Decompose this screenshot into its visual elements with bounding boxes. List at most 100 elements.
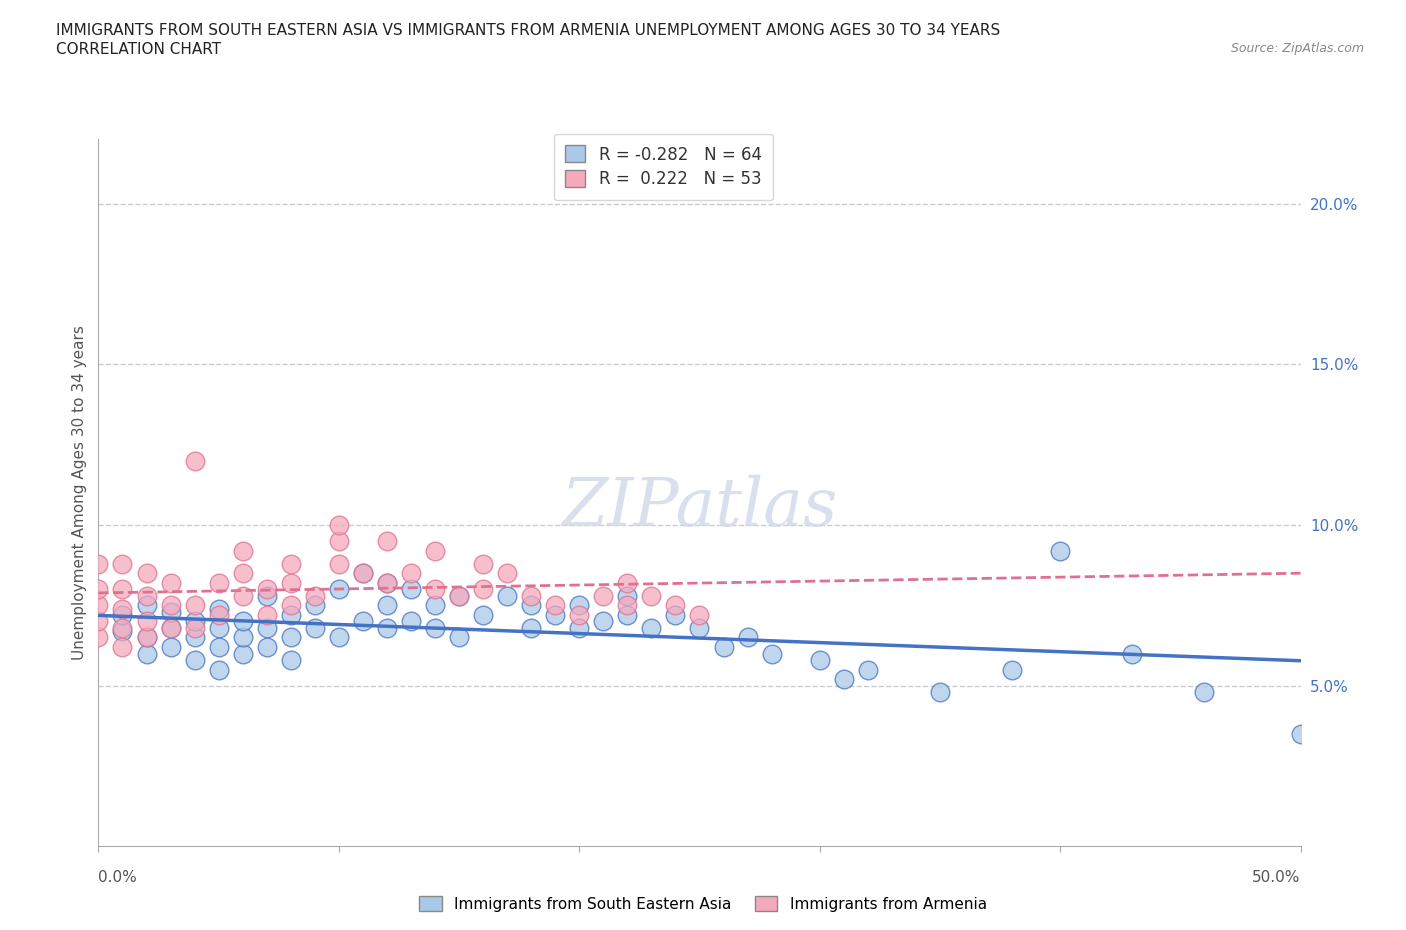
- Point: [135, 589, 157, 604]
- Point: [232, 646, 254, 661]
- Point: [1289, 726, 1312, 741]
- Point: [520, 589, 543, 604]
- Legend: Immigrants from South Eastern Asia, Immigrants from Armenia: Immigrants from South Eastern Asia, Immi…: [413, 889, 993, 918]
- Text: Source: ZipAtlas.com: Source: ZipAtlas.com: [1230, 42, 1364, 55]
- Point: [159, 604, 181, 619]
- Text: 0.0%: 0.0%: [98, 870, 138, 884]
- Point: [232, 630, 254, 644]
- Point: [87, 614, 110, 629]
- Point: [568, 598, 591, 613]
- Point: [568, 620, 591, 635]
- Point: [111, 601, 134, 616]
- Point: [87, 630, 110, 644]
- Point: [304, 598, 326, 613]
- Point: [375, 534, 398, 549]
- Point: [737, 630, 759, 644]
- Point: [208, 640, 231, 655]
- Point: [664, 598, 686, 613]
- Point: [183, 620, 205, 635]
- Point: [640, 589, 662, 604]
- Point: [135, 646, 157, 661]
- Point: [280, 653, 302, 668]
- Point: [375, 598, 398, 613]
- Point: [111, 607, 134, 622]
- Point: [399, 582, 422, 597]
- Point: [423, 582, 446, 597]
- Point: [520, 598, 543, 613]
- Point: [111, 624, 134, 639]
- Point: [159, 598, 181, 613]
- Point: [304, 589, 326, 604]
- Point: [304, 620, 326, 635]
- Point: [87, 598, 110, 613]
- Point: [183, 614, 205, 629]
- Point: [232, 543, 254, 558]
- Point: [399, 614, 422, 629]
- Point: [111, 640, 134, 655]
- Point: [183, 598, 205, 613]
- Point: [447, 589, 470, 604]
- Point: [640, 620, 662, 635]
- Y-axis label: Unemployment Among Ages 30 to 34 years: Unemployment Among Ages 30 to 34 years: [72, 326, 87, 660]
- Point: [183, 630, 205, 644]
- Point: [496, 589, 519, 604]
- Point: [592, 614, 614, 629]
- Point: [208, 662, 231, 677]
- Point: [256, 607, 278, 622]
- Point: [87, 556, 110, 571]
- Point: [159, 620, 181, 635]
- Point: [183, 453, 205, 468]
- Point: [689, 620, 711, 635]
- Point: [423, 620, 446, 635]
- Point: [256, 589, 278, 604]
- Point: [280, 630, 302, 644]
- Point: [423, 598, 446, 613]
- Point: [352, 565, 374, 580]
- Point: [352, 614, 374, 629]
- Point: [472, 556, 495, 571]
- Point: [328, 582, 350, 597]
- Point: [832, 671, 855, 686]
- Point: [616, 607, 638, 622]
- Point: [328, 630, 350, 644]
- Point: [472, 607, 495, 622]
- Point: [208, 607, 231, 622]
- Point: [280, 556, 302, 571]
- Point: [664, 607, 686, 622]
- Text: 50.0%: 50.0%: [1253, 870, 1301, 884]
- Point: [135, 614, 157, 629]
- Point: [208, 601, 231, 616]
- Point: [280, 607, 302, 622]
- Point: [616, 598, 638, 613]
- Point: [135, 630, 157, 644]
- Point: [256, 620, 278, 635]
- Point: [280, 576, 302, 591]
- Point: [375, 620, 398, 635]
- Point: [111, 582, 134, 597]
- Point: [375, 576, 398, 591]
- Point: [616, 576, 638, 591]
- Point: [135, 630, 157, 644]
- Point: [208, 576, 231, 591]
- Point: [713, 640, 735, 655]
- Point: [1121, 646, 1143, 661]
- Point: [256, 640, 278, 655]
- Point: [352, 565, 374, 580]
- Point: [520, 620, 543, 635]
- Point: [496, 565, 519, 580]
- Point: [761, 646, 783, 661]
- Point: [328, 534, 350, 549]
- Point: [472, 582, 495, 597]
- Point: [544, 598, 567, 613]
- Point: [232, 565, 254, 580]
- Point: [1049, 543, 1071, 558]
- Legend: R = -0.282   N = 64, R =  0.222   N = 53: R = -0.282 N = 64, R = 0.222 N = 53: [554, 134, 773, 200]
- Point: [856, 662, 879, 677]
- Point: [159, 640, 181, 655]
- Point: [592, 589, 614, 604]
- Point: [232, 589, 254, 604]
- Point: [87, 582, 110, 597]
- Point: [447, 589, 470, 604]
- Point: [111, 620, 134, 635]
- Point: [135, 565, 157, 580]
